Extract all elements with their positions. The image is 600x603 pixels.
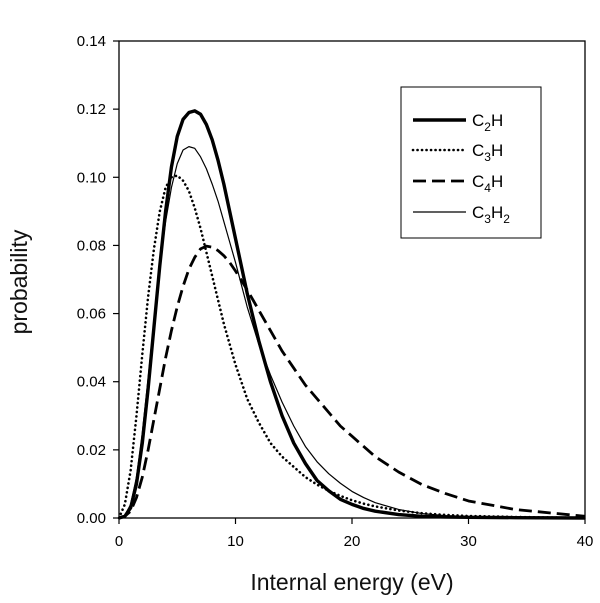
legend: C2H C3H C4H C3H2	[400, 86, 542, 239]
axes: 0.00 0.02 0.04 0.06 0.08 0.10 0.12 0.14 0 10 20 30 4…	[77, 33, 594, 550]
legend-box	[400, 86, 542, 239]
y-tick-label: 0.02	[77, 442, 106, 459]
y-tick-label: 0.04	[77, 374, 106, 391]
series-line-c3h	[117, 174, 587, 520]
x-tick-label: 40	[577, 533, 594, 550]
plot-marks	[117, 109, 587, 520]
y-tick-label: 0.00	[77, 510, 106, 527]
y-tick-label: 0.08	[77, 237, 106, 254]
legend-label-c4h: C4H	[472, 172, 503, 195]
y-tick-label: 0.10	[77, 169, 106, 186]
x-tick-label: 20	[344, 533, 361, 550]
legend-label-c3h: C3H	[472, 141, 503, 164]
y-axis-title: probability	[6, 229, 32, 334]
legend-label-c2h: C2H	[472, 111, 503, 134]
x-tick-label: 10	[227, 533, 244, 550]
y-tick-label: 0.12	[77, 101, 106, 118]
legend-label-c3h2: C3H2	[472, 203, 510, 226]
x-axis-title: Internal energy (eV)	[250, 569, 453, 595]
x-tick-label: 30	[460, 533, 477, 550]
series-line-c2h	[118, 109, 586, 520]
x-tick-label: 0	[115, 533, 123, 550]
series-line-c4h	[118, 244, 586, 520]
y-tick-label: 0.06	[77, 306, 106, 323]
y-tick-label: 0.14	[77, 33, 106, 50]
